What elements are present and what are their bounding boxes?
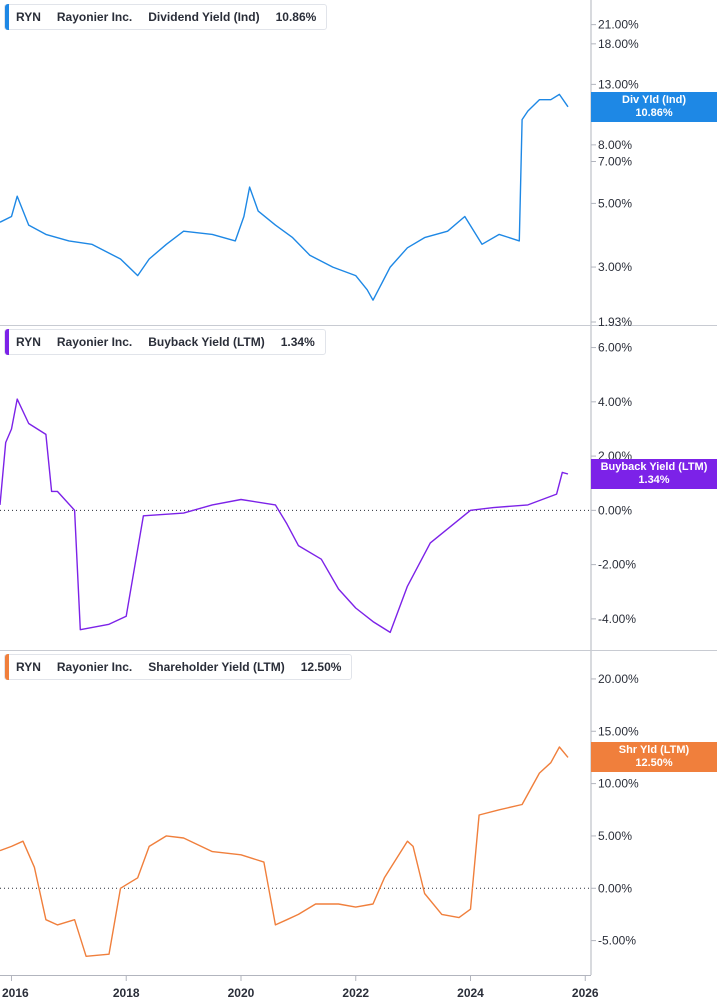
value-tag-shareholder-yield: Shr Yld (LTM) 12.50% (591, 742, 717, 773)
y-tick-label: 0.00% (598, 503, 632, 517)
y-tick-label: 13.00% (598, 77, 639, 91)
value-tag-label: Buyback Yield (LTM) (600, 460, 708, 473)
legend-company: Rayonier Inc. (56, 660, 133, 674)
y-tick-label: -5.00% (598, 934, 636, 948)
legend-metric: Buyback Yield (LTM) (148, 335, 265, 349)
y-tick-label: 5.00% (598, 196, 632, 210)
y-tick-label: 10.00% (598, 777, 639, 791)
value-tag-label: Div Yld (Ind) (622, 93, 686, 106)
y-tick-label: 3.00% (598, 260, 632, 274)
y-tick-label: 18.00% (598, 37, 639, 51)
series-line (0, 93, 569, 301)
value-tag-dividend-yield: Div Yld (Ind) 10.86% (591, 91, 717, 122)
y-tick-label: 6.00% (598, 341, 632, 355)
legend-dividend-yield[interactable]: RYN Rayonier Inc. Dividend Yield (Ind) 1… (4, 4, 328, 30)
y-tick-label: 4.00% (598, 395, 632, 409)
legend-company: Rayonier Inc. (56, 335, 133, 349)
legend-metric: Shareholder Yield (LTM) (148, 660, 285, 674)
y-tick-label: -4.00% (598, 612, 636, 626)
legend-buyback-yield[interactable]: RYN Rayonier Inc. Buyback Yield (LTM) 1.… (4, 329, 326, 355)
y-tick-label: 0.00% (598, 881, 632, 895)
x-tick-label: 2024 (457, 986, 484, 1000)
legend-color-bar (5, 4, 9, 30)
legend-color-bar (5, 329, 9, 355)
legend-company: Rayonier Inc. (56, 10, 133, 24)
x-tick-label: 2018 (113, 986, 140, 1000)
y-tick-label: 8.00% (598, 138, 632, 152)
x-tick-label: 2020 (228, 986, 255, 1000)
value-tag-buyback-yield: Buyback Yield (LTM) 1.34% (591, 458, 717, 489)
x-tick-label: 2022 (342, 986, 369, 1000)
y-tick-label: -2.00% (598, 558, 636, 572)
value-tag-value: 12.50% (635, 757, 673, 770)
legend-ticker: RYN (16, 335, 41, 349)
legend-shareholder-yield[interactable]: RYN Rayonier Inc. Shareholder Yield (LTM… (4, 654, 353, 680)
x-tick-label: 2016 (2, 986, 29, 1000)
legend-ticker: RYN (16, 10, 41, 24)
value-tag-value: 10.86% (635, 106, 673, 119)
y-tick-label: 15.00% (598, 724, 639, 738)
legend-value: 1.34% (280, 335, 315, 349)
y-tick-label: 20.00% (598, 672, 639, 686)
legend-metric: Dividend Yield (Ind) (148, 10, 260, 24)
y-tick-label: 7.00% (598, 154, 632, 168)
legend-ticker: RYN (16, 660, 41, 674)
value-tag-value: 1.34% (638, 473, 670, 486)
value-tag-label: Shr Yld (LTM) (618, 744, 690, 757)
y-tick-label: 5.00% (598, 829, 632, 843)
series-line (0, 398, 569, 634)
y-tick-label: 1.93% (598, 315, 632, 329)
legend-value: 12.50% (300, 660, 342, 674)
legend-value: 10.86% (275, 10, 317, 24)
legend-color-bar (5, 654, 9, 680)
series-line (0, 746, 569, 957)
x-tick-label: 2026 (572, 986, 599, 1000)
y-tick-label: 21.00% (598, 18, 639, 32)
